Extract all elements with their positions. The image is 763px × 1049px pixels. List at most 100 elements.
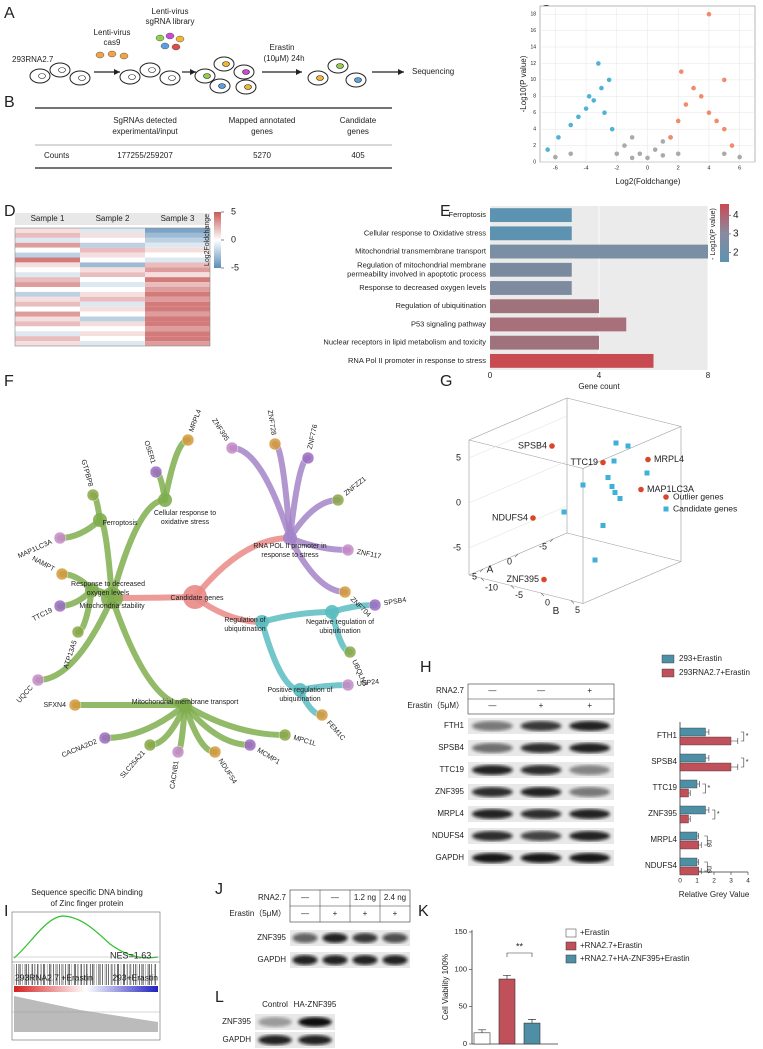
- node: [293, 683, 307, 697]
- edge: [259, 619, 303, 693]
- node: [225, 441, 239, 455]
- bar: [679, 762, 732, 772]
- sample-header: [15, 213, 80, 225]
- legend-label: +RNA2.7+HA-ZNF395+Erastin: [580, 954, 690, 963]
- band: [569, 721, 611, 731]
- colorbar-label: - Log10(P value): [710, 208, 717, 260]
- heat-cell: [145, 306, 210, 312]
- nucleus: [168, 75, 176, 81]
- point: [612, 490, 618, 495]
- error-bar: [697, 859, 699, 865]
- bar: [679, 788, 689, 798]
- point-label: TTC19: [570, 457, 598, 467]
- row-label: GAPDH: [436, 853, 465, 862]
- band: [382, 933, 408, 943]
- legend-marker: [663, 494, 669, 500]
- row-label: FTH1: [444, 721, 465, 730]
- heat-cell: [145, 336, 210, 342]
- nucleus: [203, 73, 211, 79]
- blot-strip: [290, 952, 410, 968]
- panel-letter: I: [4, 903, 8, 920]
- colorbar-tick-label: 2: [733, 247, 739, 258]
- error-bar: [705, 755, 710, 761]
- point: [541, 576, 547, 583]
- x-tick-label: 8: [706, 371, 711, 380]
- legend-label: 293+Erastin: [679, 654, 722, 663]
- point: [644, 470, 650, 476]
- heat-cell: [15, 306, 80, 312]
- heat-cell: [145, 331, 210, 337]
- category-label: FTH1: [657, 731, 678, 740]
- point: [617, 496, 623, 501]
- node: [55, 567, 69, 581]
- column-header: Candidate: [340, 116, 377, 125]
- heat-cell: [80, 232, 145, 238]
- panel-letter: K: [418, 903, 429, 920]
- z-tick-label: 0: [456, 497, 461, 507]
- colorbar: [720, 204, 729, 262]
- colorbar-tick-label: 0: [231, 234, 236, 244]
- bar: [679, 866, 699, 876]
- point: [706, 110, 712, 116]
- node: [331, 493, 345, 507]
- band: [569, 765, 611, 775]
- heat-cell: [15, 316, 80, 322]
- heatmap-frame: [14, 227, 211, 347]
- ranked-metric: [14, 996, 158, 1032]
- point: [611, 458, 617, 464]
- point: [660, 139, 666, 144]
- band: [258, 1017, 292, 1027]
- bar: [523, 1022, 541, 1045]
- band: [298, 1035, 332, 1045]
- heat-cell: [15, 272, 80, 278]
- point: [721, 151, 727, 157]
- virus: [119, 52, 129, 60]
- point: [622, 143, 627, 148]
- node-label: RNA POL II promoter in: [253, 543, 326, 550]
- legend-label: 293RNA2.7+Erastin: [679, 668, 750, 677]
- band: [258, 1035, 292, 1045]
- column-header: genes: [347, 127, 369, 136]
- heat-cell: [145, 287, 210, 292]
- node-label: ubiquitination: [319, 628, 360, 635]
- row-label: TTC19: [440, 765, 465, 774]
- gene-label: SPSB4: [383, 597, 407, 608]
- lane-label: +: [587, 686, 592, 695]
- significance-label: *: [746, 759, 749, 766]
- nucleus: [354, 77, 362, 83]
- virus: [95, 51, 105, 59]
- heat-cell: [145, 272, 210, 278]
- row-label: GAPDH: [223, 1035, 252, 1044]
- tick: [514, 553, 519, 558]
- panel-letter: J: [215, 881, 223, 898]
- band: [471, 765, 513, 775]
- heat-cell: [145, 296, 210, 302]
- point-label: NDUFS4: [492, 512, 528, 522]
- panel-letter: F: [4, 373, 14, 390]
- node-label: Mitochondria stability: [79, 603, 145, 610]
- virus: [171, 43, 181, 51]
- column-header: genes: [251, 127, 273, 136]
- node: [158, 493, 172, 507]
- label: Erastin: [270, 43, 295, 52]
- node-label: Ferroptosis: [102, 520, 138, 527]
- gene-label: USP24: [357, 679, 380, 688]
- error-bar: [688, 816, 691, 822]
- significance-bracket: [711, 809, 716, 820]
- bar: [490, 299, 599, 314]
- band: [322, 933, 348, 943]
- cell: 5270: [253, 151, 271, 160]
- gene-label: ZNF776: [307, 424, 319, 450]
- point: [660, 153, 666, 158]
- edge: [162, 437, 191, 503]
- point: [637, 151, 643, 157]
- category-label: Nuclear receptors in lipid metabolism an…: [323, 338, 486, 347]
- heat-cell: [145, 252, 210, 258]
- z-tick-label: -5: [453, 542, 461, 552]
- node: [208, 745, 222, 759]
- node: [71, 625, 85, 639]
- row-label: SPSB4: [438, 743, 464, 752]
- point: [568, 122, 574, 128]
- y-tick-label: 100: [454, 964, 467, 973]
- row-label: ZNF395: [222, 1017, 251, 1026]
